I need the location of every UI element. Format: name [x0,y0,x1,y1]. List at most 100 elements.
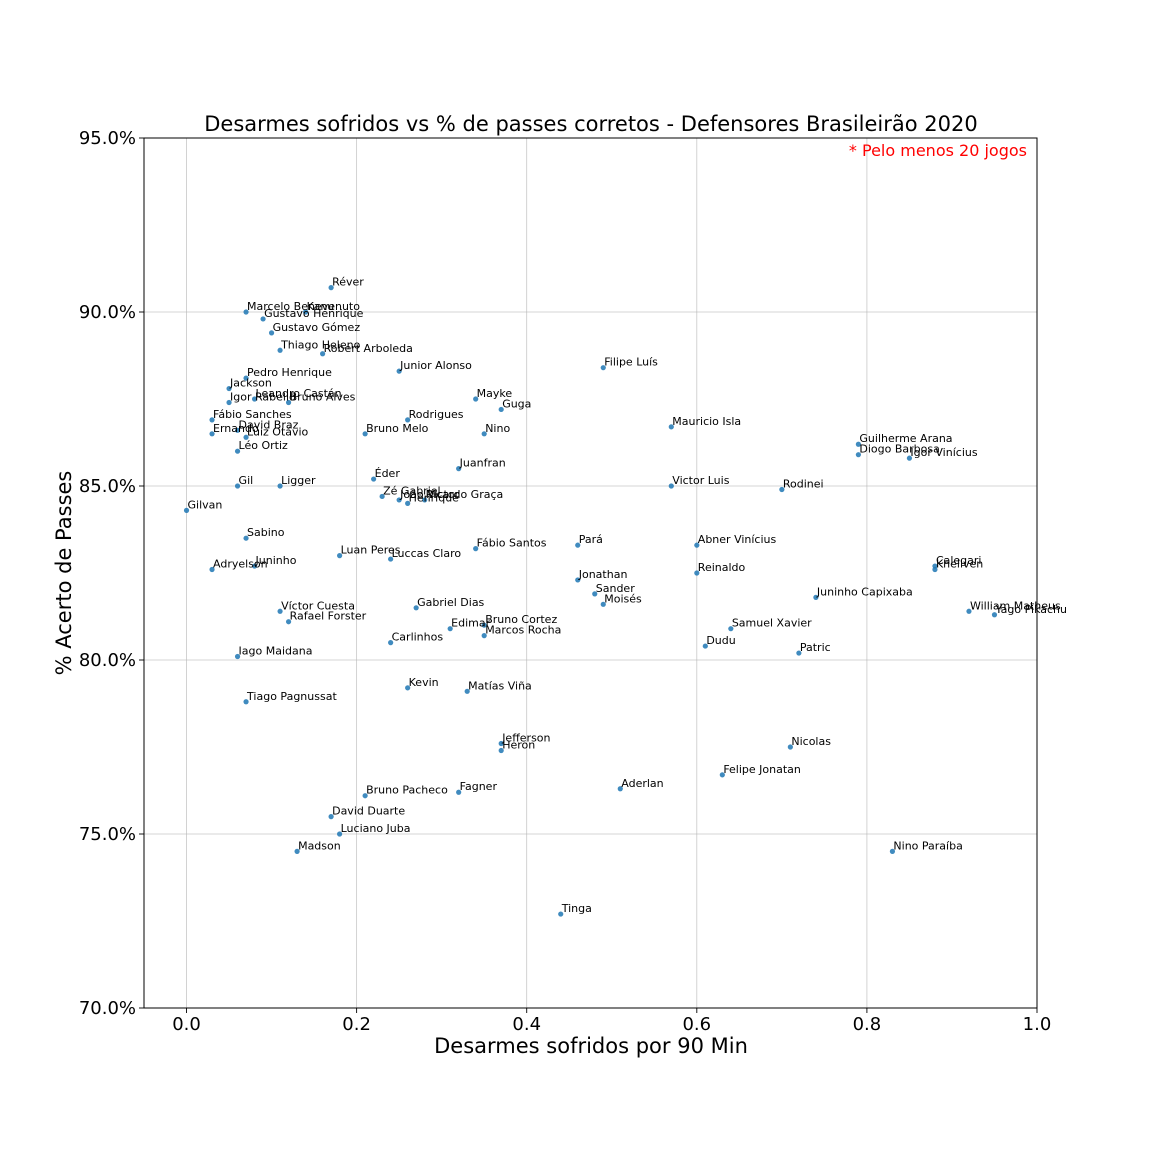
point-label: Pará [579,533,603,546]
data-point [855,441,862,447]
data-point [447,626,453,632]
point-label: Nicolas [791,735,831,748]
point-label: Yago Pikachu [994,603,1067,616]
data-point [209,566,215,573]
point-label: Victor Luis [672,474,729,487]
data-point [234,427,241,433]
point-label: Madson [298,839,341,852]
y-tick-label: 80.0% [79,650,136,671]
point-label: Robert Arboleda [324,342,413,355]
data-point [728,626,734,632]
point-label: Luccas Claro [392,547,462,560]
point-label: Sabino [247,526,285,539]
x-tick-label: 0.6 [682,1014,711,1035]
point-label: Juanfran [459,457,506,470]
point-label: Henrique [409,491,460,504]
point-label: Gil [239,474,254,487]
point-label: Bruno Cortez [485,613,557,626]
data-point [719,772,725,778]
point-label: Calegari [936,554,982,567]
point-label: Marcelo Benevenuto [247,300,360,313]
y-tick-label: 70.0% [79,998,136,1019]
point-label: Heron [502,738,535,751]
point-label: William Matheus [970,599,1061,612]
point-label: Fagner [460,780,498,793]
point-label: Rodrigues [409,408,464,421]
data-point [932,566,938,573]
point-label: Nino [485,422,510,435]
data-point [405,417,411,423]
point-label: Reinaldo [698,561,746,574]
data-point [694,542,700,548]
point-label: Igor Vinícius [910,446,977,459]
point-label: Iago Maidana [239,645,313,658]
data-point [796,650,802,656]
data-point [277,483,283,489]
data-point [600,365,606,371]
point-label: Víctor Cuesta [281,599,355,612]
data-point [422,497,428,503]
point-label: David Braz [239,418,299,431]
point-label: Nino Paraíba [893,839,962,852]
point-label: Mayke [477,387,513,400]
point-label: David Duarte [332,805,405,818]
point-label: Juninho Capixaba [816,585,913,598]
point-label: Khellven [936,558,983,571]
y-tick-label: 85.0% [79,476,136,497]
x-tick-label: 0.2 [342,1014,371,1035]
point-label: Zé Gabriel [383,484,440,497]
point-label: Diogo Barbosa [859,443,939,456]
data-point [285,619,292,625]
data-point [498,406,504,413]
data-point [371,476,377,482]
data-point [183,507,190,513]
point-label: Gustavo Henrique [264,307,364,320]
data-point [600,601,606,607]
data-point [379,493,385,500]
point-label: Rodinei [783,477,824,490]
point-label: Igor Rabello [230,390,296,403]
min-games-note: * Pelo menos 20 jogos [849,141,1027,160]
point-label: Luiz Otávio [247,425,309,438]
data-point [592,591,598,597]
data-point [481,633,487,639]
data-point [251,396,258,402]
point-label: Rafael Forster [290,610,367,623]
data-point [243,309,249,315]
data-point [226,399,232,406]
data-point [226,385,232,392]
data-point [234,448,241,454]
y-tick-label: 90.0% [79,302,136,323]
point-label: Ricardo Graça [426,488,504,501]
point-label: Edimar [451,617,490,630]
point-label: Thiago Heleno [280,338,361,351]
data-point [889,848,896,855]
data-point [906,455,913,461]
point-label: Adryelson [213,558,268,571]
point-label: Filipe Luís [604,356,658,369]
point-label: Mauricio Isla [672,415,741,428]
data-point [243,699,249,705]
x-tick-label: 0.4 [512,1014,541,1035]
point-label: Jackson [229,377,272,390]
point-label: Pedro Henrique [247,366,332,379]
point-label: Kanu [307,300,335,313]
data-point [473,546,479,552]
data-point [320,351,326,357]
data-point [277,347,283,353]
data-point [251,563,258,569]
data-point [694,570,700,576]
point-label: Bruno Alves [290,390,356,403]
point-label: Guilherme Arana [859,432,952,445]
point-label: Junior Alonso [399,359,472,372]
point-label: Fábio Sanches [213,408,292,421]
point-label: Éder [375,467,401,480]
chart-title: Desarmes sofridos vs % de passes correto… [204,112,977,136]
data-point [234,653,241,660]
data-point [396,368,402,374]
point-label: Léo Ortiz [239,439,288,452]
x-tick-label: 0.8 [853,1014,882,1035]
